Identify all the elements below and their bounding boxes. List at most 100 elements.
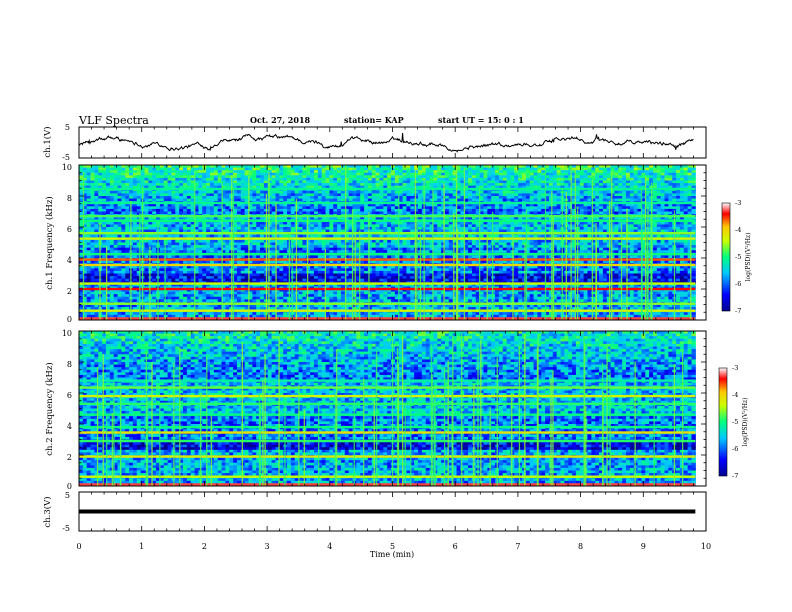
spectrogram-cell (383, 198, 388, 202)
spectrogram-cell (167, 206, 172, 210)
spectrogram-cell (629, 198, 635, 202)
spectrogram-cell (660, 183, 666, 187)
spectrogram-cell (587, 177, 592, 181)
spectrogram-cell (417, 172, 423, 176)
spectrogram-cell (664, 185, 669, 189)
spectrogram-cell (183, 180, 188, 184)
spectrogram-cell (371, 165, 377, 169)
spectrogram-cell (398, 190, 404, 194)
spectrogram-cell (352, 172, 357, 176)
spectrogram-cell (132, 183, 138, 187)
spectrogram-cell (444, 203, 450, 207)
spectrogram-cell (244, 183, 249, 187)
spectrogram-cell (186, 172, 192, 176)
spectrogram-cell (525, 185, 531, 189)
spectrogram-cell (506, 167, 511, 171)
spectrogram-cell (132, 198, 138, 202)
spectrogram-cell (691, 177, 696, 181)
spectrogram-cell (552, 206, 558, 210)
spectrogram-cell (664, 170, 669, 174)
spectrogram-cell (579, 177, 585, 181)
spectrogram-cell (668, 170, 673, 174)
spectrogram-cell (183, 175, 188, 179)
spectrogram-cell (556, 206, 562, 210)
spectrogram-cell (379, 185, 384, 189)
spectrogram-cell (471, 190, 477, 194)
spectrogram-cell (367, 180, 373, 184)
spectrogram-cell (329, 172, 334, 176)
spectrogram-cell (525, 198, 531, 202)
spectrogram-cell (260, 206, 265, 210)
spectrogram-cell (587, 206, 592, 210)
spectrogram-cell (460, 170, 465, 174)
spectrogram-cell (433, 198, 438, 202)
spectrogram-cell (310, 170, 315, 174)
spectrogram-cell (298, 196, 303, 200)
spectrogram-cell (541, 177, 546, 181)
spectrogram-cell (575, 183, 581, 187)
spectrogram-cell (213, 172, 219, 176)
spectrogram-cell (479, 193, 484, 197)
spectrogram-cell (306, 183, 311, 187)
spectrogram-cell (340, 208, 346, 212)
spectrogram-cell (529, 180, 535, 184)
spectrogram-cell (602, 180, 608, 184)
spectrogram-cell (290, 196, 296, 200)
spectrogram-cell (105, 167, 111, 171)
spectrogram-cell (649, 172, 654, 176)
spectrogram-cell (367, 183, 373, 187)
spectrogram-cell (560, 180, 565, 184)
spectrogram-cell (387, 208, 392, 212)
spectrogram-cell (82, 167, 88, 171)
spectrogram-cell (367, 172, 373, 176)
spectrogram-cell (626, 185, 631, 189)
spectrogram-cell (498, 172, 504, 176)
spectrogram-cell (572, 172, 577, 176)
spectrogram-cell (186, 165, 192, 169)
spectrogram-cell (290, 190, 296, 194)
spectrogram-cell (398, 170, 404, 174)
spectrogram-cell (552, 172, 558, 176)
spectrogram-cell (406, 190, 411, 194)
spectrogram-cell (190, 175, 196, 179)
spectrogram-cell (626, 190, 631, 194)
spectrogram-cell (79, 206, 84, 210)
spectrogram-cell (129, 180, 134, 184)
spectrogram-cell (209, 177, 215, 181)
spectrogram-cell (213, 165, 219, 169)
spectrogram-cell (356, 167, 361, 171)
spectrogram-cell (656, 208, 662, 212)
spectrogram-cell (483, 206, 488, 210)
spectrogram-cell (167, 167, 172, 171)
spectrogram-cell (583, 183, 588, 187)
spectrogram-cell (687, 185, 692, 189)
spectrogram-cell (267, 165, 273, 169)
spectrogram-cell (179, 211, 184, 215)
spectrogram-cell (479, 185, 484, 189)
spectrogram-cell (441, 175, 446, 179)
spectrogram-cell (90, 185, 95, 189)
spectrogram-cell (498, 185, 504, 189)
spectrogram-cell (637, 183, 642, 187)
spectrogram-cell (148, 172, 153, 176)
spectrogram-cell (610, 185, 615, 189)
spectrogram-cell (152, 183, 157, 187)
spectrogram-cell (271, 183, 276, 187)
ch1-waveform-panel: 5 -5 ch.1(V) (42, 123, 707, 162)
spectrogram-cell (194, 167, 199, 171)
spectrogram-cell (298, 185, 303, 189)
spectrogram-cell (683, 165, 689, 169)
spectrogram-cell (691, 208, 696, 212)
spectrogram-cell (271, 193, 276, 197)
spectrogram-cell (163, 198, 169, 202)
spectrogram-cell (271, 198, 276, 202)
spectrogram-cell (217, 196, 223, 200)
spectrogram-cell (626, 177, 631, 181)
spectrogram-cell (159, 206, 165, 210)
spectrogram-cell (186, 180, 192, 184)
spectrogram-cell (383, 180, 388, 184)
spectrogram-cell (575, 172, 581, 176)
spectrogram-cell (94, 165, 99, 169)
spectrogram-cell (641, 170, 646, 174)
spectrogram-cell (306, 165, 311, 169)
